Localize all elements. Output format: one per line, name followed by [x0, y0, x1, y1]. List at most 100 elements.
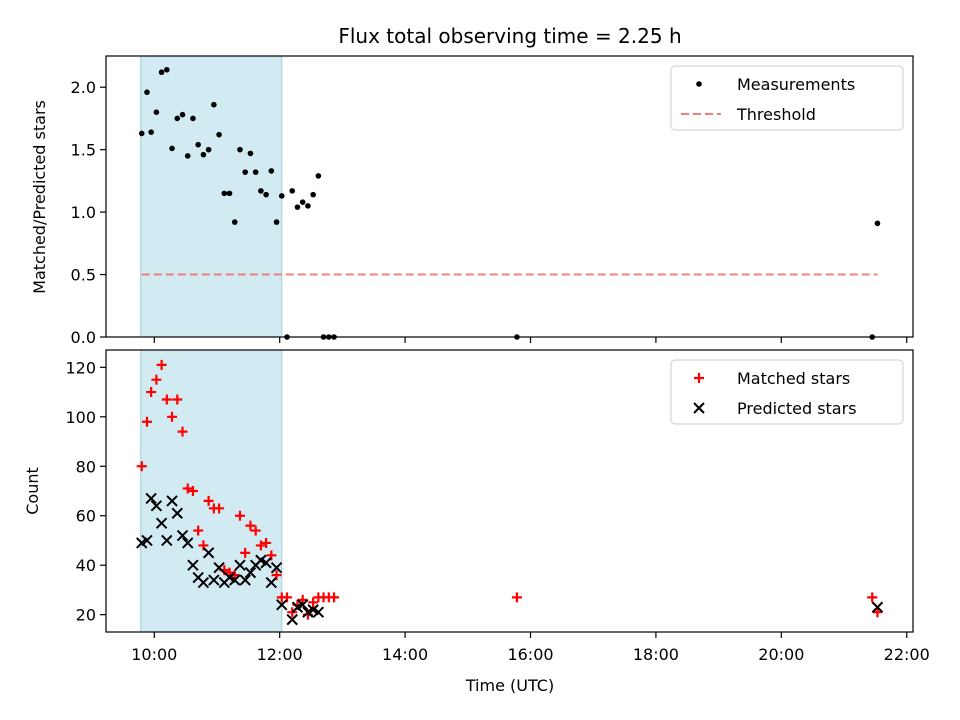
y-tick-label: 1.0	[71, 203, 96, 222]
top-y-axis-label: Matched/Predicted stars	[30, 100, 49, 294]
measurement-point	[174, 115, 181, 122]
measurement-point	[153, 109, 160, 115]
measurement-point	[299, 199, 306, 205]
x-tick-label: 10:00	[131, 645, 177, 664]
matched-star-point	[511, 592, 522, 603]
x-tick-label: 22:00	[884, 645, 930, 664]
predicted-star-point	[155, 517, 168, 529]
matched-star-point	[872, 607, 883, 618]
matched-star-point	[287, 607, 298, 618]
measurement-point	[247, 150, 254, 157]
bottom-panel-counts: 20 40 60 80 100 120 10:00 12:00 14:00 16:00 18:00 2…	[65, 349, 930, 664]
matched-star-point	[329, 592, 340, 603]
measurement-point	[226, 190, 233, 197]
measurement-point	[289, 188, 296, 194]
measurement-point	[278, 193, 285, 199]
predicted-star-point	[145, 492, 157, 505]
predicted-star-point	[276, 599, 288, 611]
x-tick-label: 16:00	[507, 645, 553, 664]
measurement-point	[305, 203, 311, 209]
legend-box	[670, 65, 904, 131]
matched-star-point	[136, 461, 147, 472]
chart-title: Flux total observing time = 2.25 h	[338, 24, 681, 48]
measurement-point	[211, 101, 217, 108]
predicted-star-point	[187, 559, 199, 571]
top-panel-ratio: 0.0 0.5 1.0 1.5 2.0 Measurements Threshold	[71, 55, 914, 347]
measurement-point	[179, 111, 186, 118]
predicted-star-point	[161, 534, 173, 547]
matched-star-point	[255, 540, 266, 551]
measurement-point	[144, 89, 150, 96]
predicted-star-point	[202, 547, 215, 559]
measurement-point	[874, 220, 881, 227]
matched-star-point	[308, 597, 319, 608]
predicted-star-point	[208, 574, 220, 586]
measurement-point	[252, 169, 259, 175]
measurement-point	[258, 188, 264, 194]
y-tick-label: 20	[76, 606, 96, 625]
predicted-star-point	[176, 529, 189, 542]
matched-star-point	[182, 483, 193, 494]
measurement-point	[315, 173, 322, 179]
x-tick-label: 14:00	[382, 645, 428, 664]
predicted-star-point	[244, 566, 257, 579]
measurement-point	[294, 204, 301, 210]
matched-star-point	[167, 411, 178, 422]
predicted-star-point	[234, 559, 246, 571]
y-tick-label: 40	[76, 556, 96, 575]
predicted-star-point	[166, 495, 178, 507]
matched-star-point	[250, 525, 261, 536]
predicted-star-point	[239, 574, 251, 586]
measurement-point	[221, 190, 228, 197]
measurement-point	[263, 191, 269, 198]
matched-star-point	[203, 495, 214, 506]
y-tick-label: 80	[76, 457, 96, 476]
x-axis-label: Time (UTC)	[465, 676, 554, 695]
y-tick-label: 100	[65, 408, 96, 427]
measurement-point	[148, 129, 154, 135]
x-tick-label: 18:00	[633, 645, 679, 664]
measurement-point	[237, 146, 243, 153]
matched-star-point	[261, 537, 272, 548]
predicted-star-point	[141, 534, 153, 547]
matched-star-point	[151, 374, 162, 385]
matched-star-point	[193, 525, 204, 536]
y-tick-label: 2.0	[71, 78, 96, 97]
axes-frame	[105, 349, 914, 633]
measurement-point	[231, 219, 238, 225]
matched-star-point	[177, 426, 188, 437]
y-tick-label: 120	[65, 358, 96, 377]
legend-marker-dot	[696, 81, 702, 87]
measurement-point	[268, 168, 275, 174]
series-matched-stars	[136, 359, 883, 620]
matched-star-point	[187, 486, 198, 496]
measurement-point	[310, 191, 316, 198]
legend-label: Matched stars	[737, 369, 850, 388]
predicted-star-point	[150, 500, 163, 512]
legend-marker-plus	[694, 373, 704, 383]
predicted-star-point	[182, 537, 194, 549]
matched-star-point	[146, 387, 157, 398]
measurement-point	[195, 141, 201, 148]
matched-star-point	[234, 510, 245, 521]
measurement-point	[200, 151, 207, 158]
y-tick-label: 1.5	[71, 141, 96, 160]
predicted-star-point	[270, 561, 283, 574]
measurement-point	[138, 130, 145, 137]
legend: Measurements Threshold	[670, 65, 904, 131]
measurement-point	[205, 146, 212, 153]
predicted-star-point	[171, 507, 183, 519]
x-tick-label: 20:00	[758, 645, 804, 664]
matched-star-point	[141, 416, 152, 427]
predicted-star-point	[213, 561, 225, 574]
measurement-point	[242, 169, 249, 175]
predicted-star-point	[265, 576, 278, 589]
legend-label: Measurements	[737, 75, 855, 94]
matched-star-point	[172, 394, 183, 405]
legend-label: Threshold	[736, 105, 816, 124]
measurement-point	[273, 219, 280, 225]
axes-frame	[105, 55, 914, 338]
matched-star-point	[214, 503, 225, 514]
measurement-point	[164, 66, 170, 73]
